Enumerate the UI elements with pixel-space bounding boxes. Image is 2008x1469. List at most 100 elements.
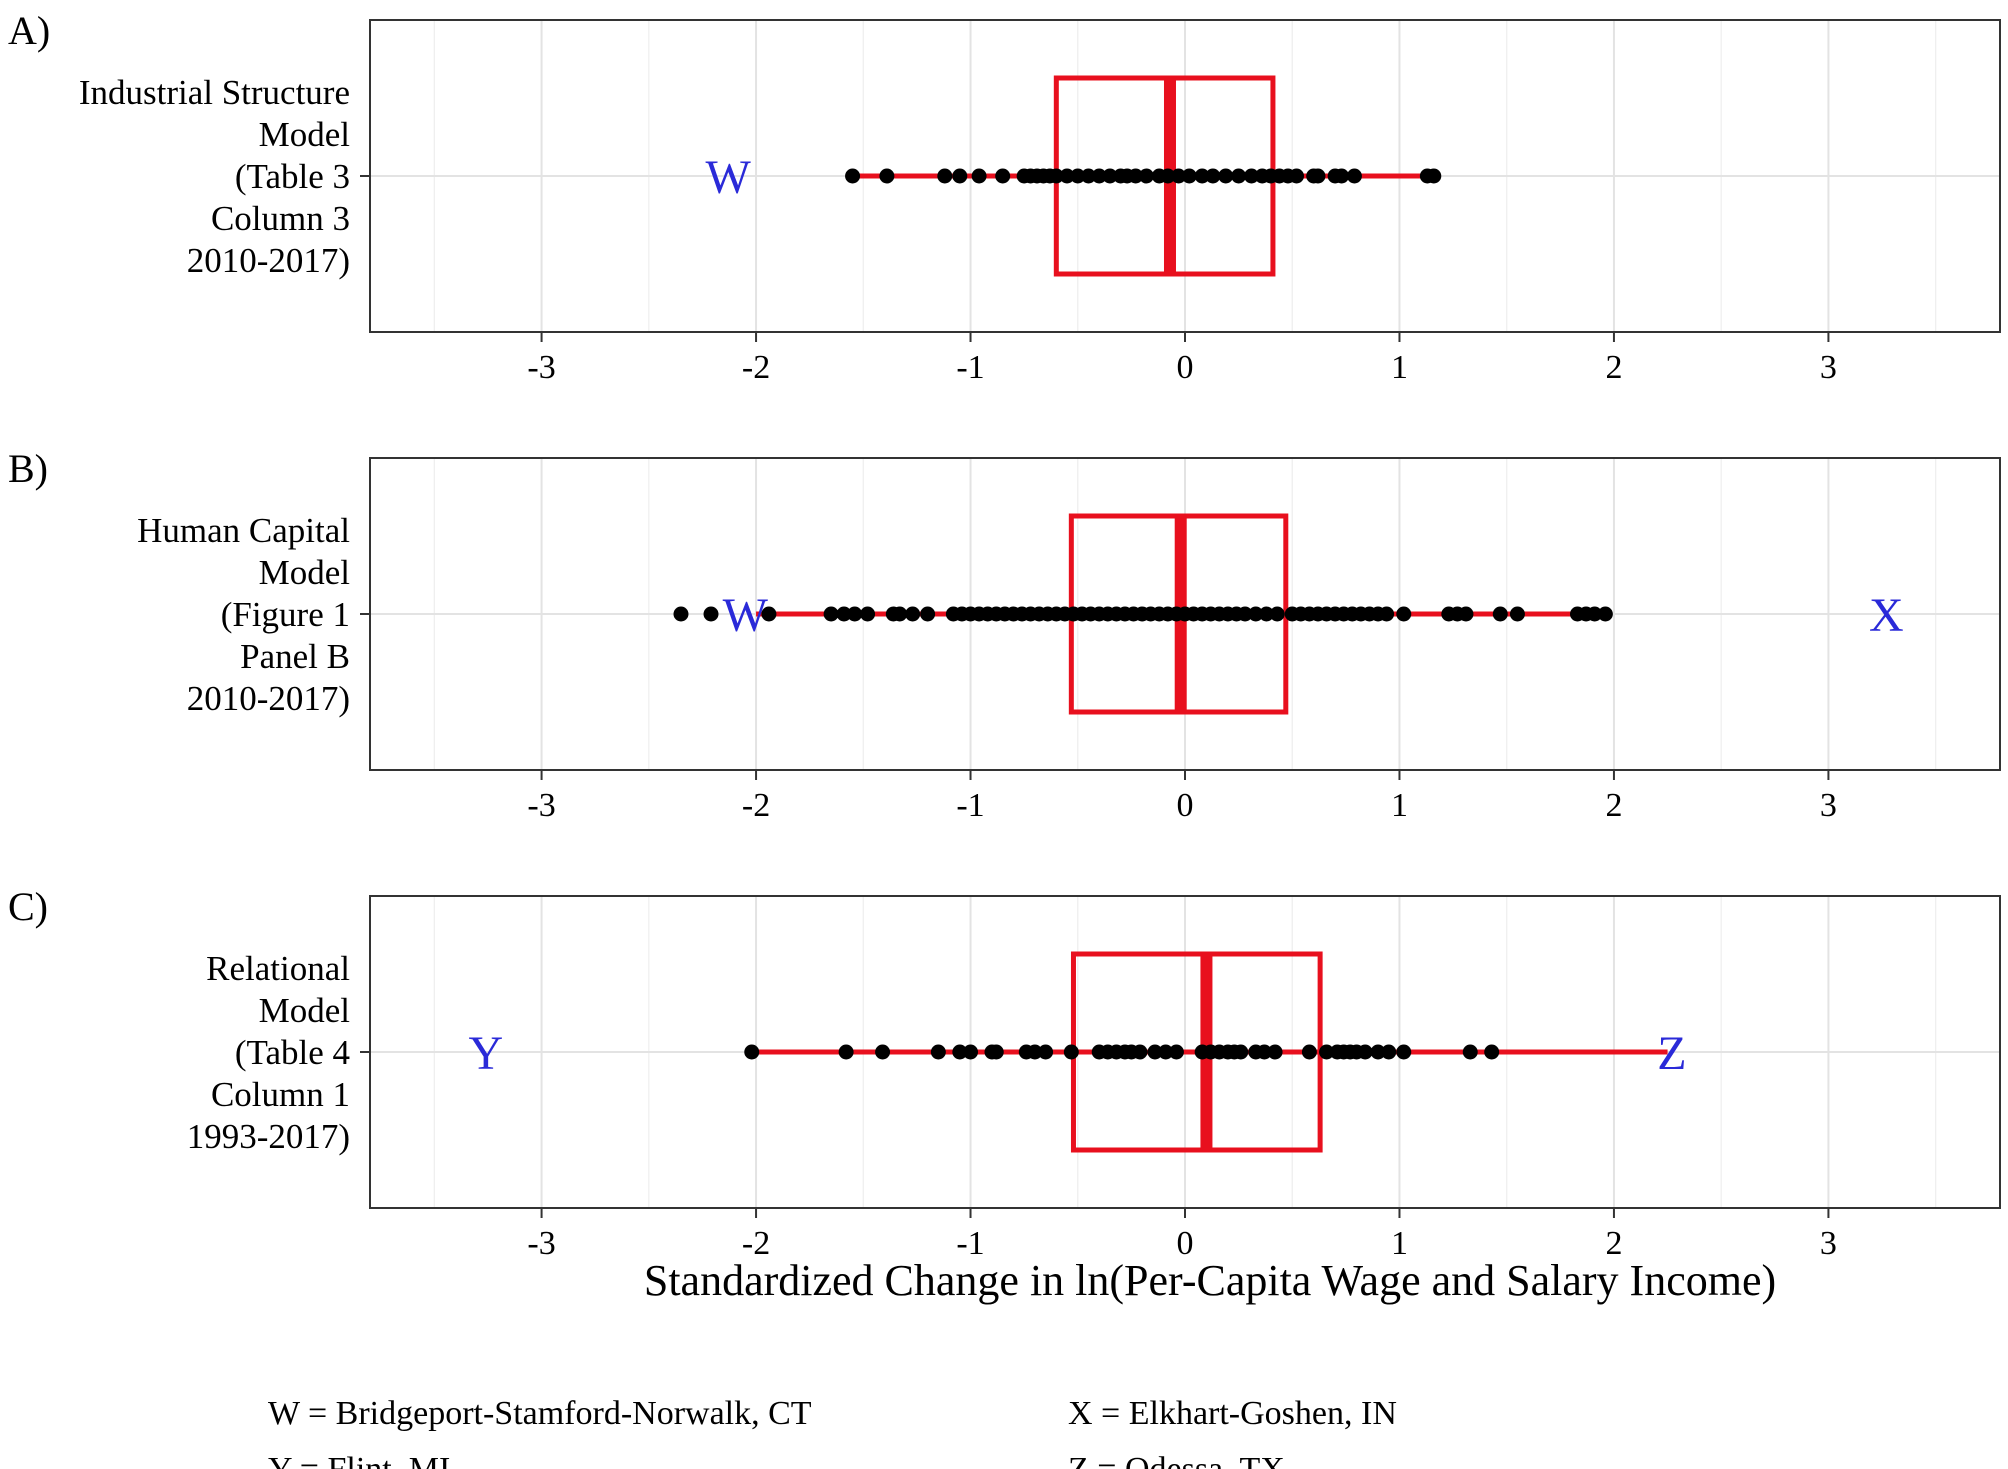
panel-b-data-point	[1237, 606, 1253, 622]
panel-b-data-point	[761, 606, 777, 622]
panel-a-data-point	[1091, 168, 1107, 184]
panel-b-y-label-line: Panel B	[240, 637, 350, 676]
panel-a-data-point	[1080, 168, 1096, 184]
panel-c-data-point	[1357, 1044, 1373, 1060]
panel-c-data-point	[875, 1044, 891, 1060]
panel-b-x-tick-label: -2	[742, 787, 770, 824]
panel-a-x-tick-label: 1	[1391, 349, 1408, 386]
panel-a-data-point	[1426, 168, 1442, 184]
panel-c-data-point	[744, 1044, 760, 1060]
panel-c-data-point	[1147, 1044, 1163, 1060]
panel-b-data-point	[847, 606, 863, 622]
panel-b-y-label-line: Human Capital	[137, 511, 350, 550]
panel-b-data-point	[673, 606, 689, 622]
panel-a-data-point	[1181, 168, 1197, 184]
panel-a-data-point	[1194, 168, 1210, 184]
panel-a-x-tick-label: 2	[1605, 349, 1622, 386]
panel-a-data-point	[1346, 168, 1362, 184]
panel-a-y-label-line: Model	[259, 115, 351, 154]
panel-b-data-point	[1509, 606, 1525, 622]
panel-a-y-label-line: 2010-2017)	[187, 241, 350, 280]
panel-b-data-point	[1492, 606, 1508, 622]
panel-b-data-point	[1259, 606, 1274, 622]
panel-b-outlier-label-x: X	[1869, 589, 1904, 642]
panel-a-data-point	[952, 168, 968, 184]
panel-b-x-tick-label: 0	[1177, 787, 1194, 824]
legend-entry-w: W = Bridgeport-Stamford-Norwalk, CT	[268, 1395, 812, 1432]
panel-c-data-point	[1256, 1044, 1272, 1060]
panel-a-data-point	[1289, 168, 1305, 184]
panel-a-data-point	[1231, 168, 1247, 184]
panel-c-data-point	[1233, 1044, 1249, 1060]
panel-a-data-point	[1205, 168, 1221, 184]
panel-a-tag: A)	[8, 8, 50, 53]
panel-a-data-point	[845, 168, 861, 184]
panel-a-outlier-label-w: W	[706, 151, 752, 204]
panel-b-data-point	[1396, 606, 1412, 622]
panel-b-y-label-line: 2010-2017)	[187, 679, 350, 718]
panel-a-y-label-line: (Table 3	[235, 157, 350, 196]
panel-c-x-tick-label: 2	[1605, 1225, 1622, 1262]
panel-c-data-point	[1370, 1044, 1386, 1060]
panel-a-data-point	[1310, 168, 1326, 184]
panel-c-data-point	[1063, 1044, 1079, 1060]
panel-a-x-tick-label: 0	[1177, 349, 1194, 386]
panel-a-y-label-line: Industrial Structure	[79, 73, 350, 112]
panel-a-data-point	[1048, 168, 1064, 184]
panel-b-data-point	[1458, 606, 1474, 622]
x-axis-title: Standardized Change in ln(Per-Capita Wag…	[644, 1256, 1776, 1305]
panel-c-data-point	[838, 1044, 854, 1060]
panel-c-data-point	[1381, 1044, 1397, 1060]
panel-c-data-point	[1168, 1044, 1184, 1060]
panel-c-x-tick-label: -3	[527, 1225, 555, 1262]
panel-a-data-point	[879, 168, 895, 184]
panel-c-data-point	[1319, 1044, 1335, 1060]
panel-c-outlier-label-z: Z	[1657, 1027, 1686, 1080]
panel-b-data-point	[892, 606, 908, 622]
panel-a-data-point	[1243, 168, 1259, 184]
legend-entry-x: X = Elkhart-Goshen, IN	[1068, 1395, 1397, 1432]
panel-b-data-point	[1587, 606, 1603, 622]
panel-c-x-tick-label: 1	[1391, 1225, 1408, 1262]
panel-b-x-tick-label: 3	[1820, 787, 1837, 824]
panel-a-data-point	[1171, 168, 1187, 184]
panel-c-data-point	[1484, 1044, 1500, 1060]
panel-a-data-point	[1070, 168, 1086, 184]
panel-c-x-tick-label: 3	[1820, 1225, 1837, 1262]
panel-c-data-point	[1132, 1044, 1148, 1060]
panel-c-y-label-line: Relational	[206, 949, 350, 988]
panel-c-data-point	[1038, 1044, 1054, 1060]
panel-c-data-point	[988, 1044, 1004, 1060]
panel-b-data-point	[823, 606, 839, 622]
panel-a-data-point	[1138, 168, 1154, 184]
panel-a-data-point	[937, 168, 953, 184]
panel-c-data-point	[1158, 1044, 1174, 1060]
panel-b-data-point	[836, 606, 852, 622]
panel-c-data-point	[930, 1044, 946, 1060]
panel-c-y-label-line: Model	[259, 991, 351, 1030]
panel-a-data-point	[971, 168, 987, 184]
legend-entry-y: Y = Flint, MI	[268, 1451, 450, 1469]
panel-b-tag: B)	[8, 446, 48, 491]
panel-a-data-point	[1160, 168, 1176, 184]
panel-b-data-point	[1248, 606, 1264, 622]
panel-b-data-point	[905, 606, 921, 622]
panel-c-data-point	[952, 1044, 968, 1060]
panel-b-data-point	[1379, 606, 1395, 622]
panel-a-data-point	[1334, 168, 1350, 184]
panel-a-data-point	[995, 168, 1011, 184]
panel-c-y-label-line: Column 1	[211, 1075, 350, 1114]
panel-b-data-point	[1269, 606, 1285, 622]
panel-c-x-tick-label: -1	[956, 1225, 984, 1262]
panel-a-data-point	[1128, 168, 1144, 184]
panel-b-outlier-label-w: W	[723, 589, 769, 642]
panel-c-y-label-line: (Table 4	[235, 1033, 350, 1072]
panel-a-x-tick-label: -2	[742, 349, 770, 386]
panel-c-data-point	[1462, 1044, 1478, 1060]
panel-c-data-point	[1396, 1044, 1412, 1060]
legend-entry-z: Z = Odessa, TX	[1068, 1451, 1285, 1469]
panel-c-outlier-label-y: Y	[468, 1027, 503, 1080]
panel-b-data-point	[703, 606, 719, 622]
panel-a-data-point	[1218, 168, 1234, 184]
